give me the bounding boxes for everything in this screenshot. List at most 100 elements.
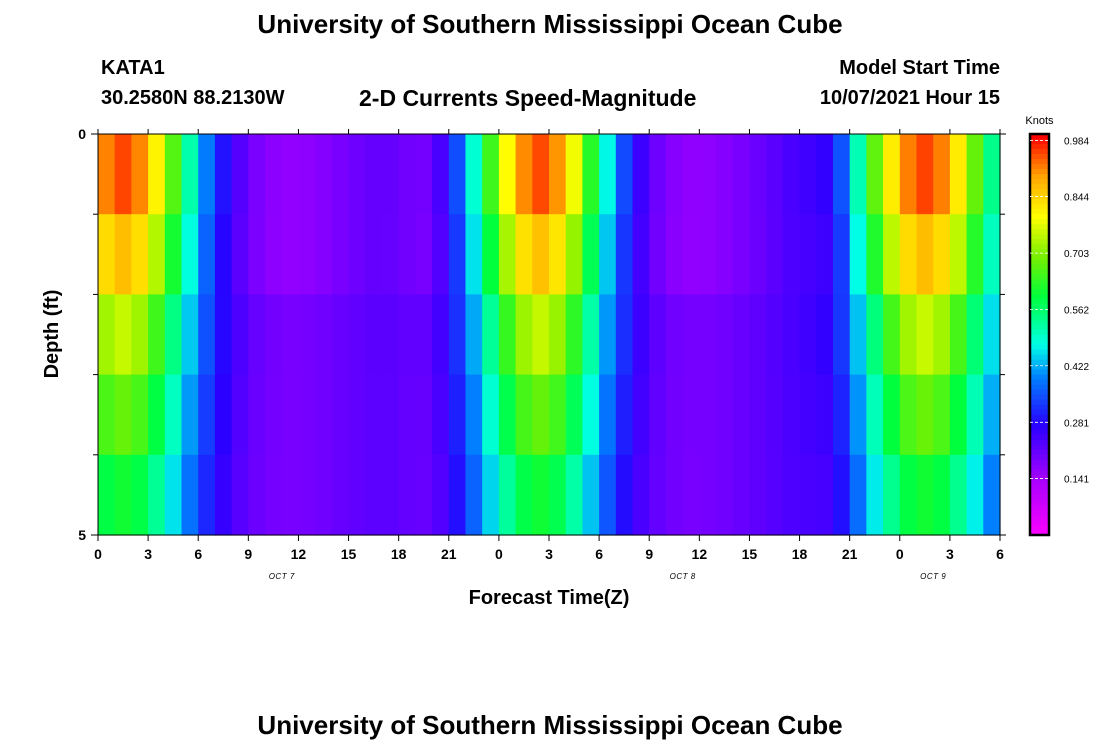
- heatmap-cell: [498, 214, 517, 295]
- heatmap-cell: [565, 294, 583, 376]
- colorbar-swatch: [1030, 229, 1049, 235]
- x-axis-label: Forecast Time(Z): [469, 587, 630, 609]
- heatmap-cell: [131, 294, 149, 376]
- colorbar-swatch: [1030, 184, 1049, 190]
- heatmap-cell: [933, 294, 951, 376]
- x-tick-label: 21: [441, 546, 457, 562]
- heatmap-cell: [816, 214, 834, 295]
- colorbar-swatch: [1030, 294, 1049, 301]
- heatmap-cell: [98, 454, 116, 536]
- heatmap-cell: [298, 134, 316, 215]
- colorbar-swatch: [1030, 199, 1049, 205]
- colorbar-swatch: [1030, 344, 1049, 351]
- colorbar-tick-label: 0.844: [1064, 193, 1089, 204]
- heatmap-cell: [799, 214, 817, 295]
- colorbar-swatch: [1030, 204, 1049, 210]
- heatmap-cell: [348, 294, 366, 376]
- colorbar-swatch: [1030, 324, 1049, 331]
- colorbar-swatch: [1030, 364, 1049, 371]
- colorbar-swatch: [1030, 389, 1049, 396]
- colorbar-swatch: [1030, 329, 1049, 336]
- heatmap-cell: [515, 374, 533, 456]
- heatmap-cell: [966, 454, 984, 536]
- heatmap-cell: [632, 374, 650, 456]
- heatmap-cell: [966, 294, 984, 376]
- heatmap-cell: [749, 214, 767, 295]
- colorbar-swatch: [1030, 444, 1049, 451]
- heatmap-cell: [482, 134, 500, 215]
- heatmap-cell: [448, 294, 467, 376]
- heatmap-cell: [766, 454, 784, 536]
- heatmap-cell: [214, 454, 233, 536]
- heatmap-cell: [164, 214, 183, 295]
- colorbar-swatch: [1030, 299, 1049, 306]
- heatmap-cell: [849, 294, 867, 376]
- heatmap-cell: [164, 134, 183, 215]
- heatmap-cell: [298, 294, 316, 376]
- heatmap-cell: [883, 454, 901, 536]
- heatmap-cell: [465, 294, 483, 376]
- heatmap-cell: [933, 374, 951, 456]
- colorbar-swatch: [1030, 269, 1049, 275]
- heatmap-cell: [565, 134, 583, 215]
- heatmap-cell: [181, 134, 199, 215]
- heatmap-cell: [315, 134, 333, 215]
- heatmap-cell: [114, 374, 132, 456]
- heatmap-cell: [265, 454, 283, 536]
- heatmap-cell: [148, 374, 166, 456]
- colorbar-swatch: [1030, 489, 1049, 496]
- heatmap-cell: [465, 454, 483, 536]
- heatmap-cell: [231, 294, 249, 376]
- colorbar-swatch: [1030, 359, 1049, 366]
- colorbar-swatch: [1030, 509, 1049, 516]
- colorbar-swatch: [1030, 244, 1049, 250]
- heatmap-cell: [381, 374, 400, 456]
- colorbar-swatch: [1030, 139, 1049, 145]
- heatmap-cell: [148, 294, 166, 376]
- y-tick-label: 0: [78, 126, 86, 142]
- x-tick-label: 0: [896, 546, 904, 562]
- x-day-label: OCT 8: [670, 572, 696, 581]
- heatmap-cell: [716, 374, 734, 456]
- colorbar-swatch: [1030, 134, 1049, 140]
- colorbar-swatch: [1030, 494, 1049, 501]
- heatmap-cell: [615, 294, 634, 376]
- heatmap-cell: [198, 374, 216, 456]
- heatmap-cell: [916, 214, 934, 295]
- axes: 0 3 6 9 12 15 18 21 0 3 6 9 12 15 18 21 0 3 6 OCT 7 OCT 8 OCT…: [78, 126, 1006, 581]
- colorbar-swatch: [1030, 144, 1049, 150]
- colorbar-swatch: [1030, 164, 1049, 170]
- heatmap-cell: [816, 294, 834, 376]
- colorbar-swatch: [1030, 219, 1049, 225]
- heatmap-cell: [114, 454, 132, 536]
- heatmap-cell: [899, 214, 918, 295]
- colorbar-swatch: [1030, 234, 1049, 240]
- heatmap-cell: [398, 134, 416, 215]
- heatmap-cell: [916, 134, 934, 215]
- x-tick-label: 18: [792, 546, 808, 562]
- colorbar-tick-label: 0.984: [1064, 136, 1089, 147]
- station-label: KATA1: [101, 57, 165, 79]
- heatmap-cell: [398, 214, 416, 295]
- colorbar-swatch: [1030, 424, 1049, 431]
- heatmap-cell: [448, 214, 467, 295]
- colorbar-swatch: [1030, 469, 1049, 476]
- colorbar-swatch: [1030, 154, 1049, 160]
- colorbar-swatch: [1030, 249, 1049, 255]
- heatmap-cell: [465, 134, 483, 215]
- heatmap-cell: [866, 374, 884, 456]
- heatmap-cell: [799, 294, 817, 376]
- colorbar-swatch: [1030, 459, 1049, 466]
- heatmap-cell: [883, 214, 901, 295]
- colorbar-swatch: [1030, 504, 1049, 511]
- heatmap-cell: [582, 134, 600, 215]
- colorbar-swatch: [1030, 439, 1049, 446]
- colorbar-swatch: [1030, 189, 1049, 195]
- colorbar-swatch: [1030, 159, 1049, 165]
- heatmap-cell: [381, 134, 400, 215]
- heatmap-cell: [582, 294, 600, 376]
- heatmap-cell: [214, 134, 233, 215]
- colorbar-swatch: [1030, 499, 1049, 506]
- heatmap-cell: [415, 134, 433, 215]
